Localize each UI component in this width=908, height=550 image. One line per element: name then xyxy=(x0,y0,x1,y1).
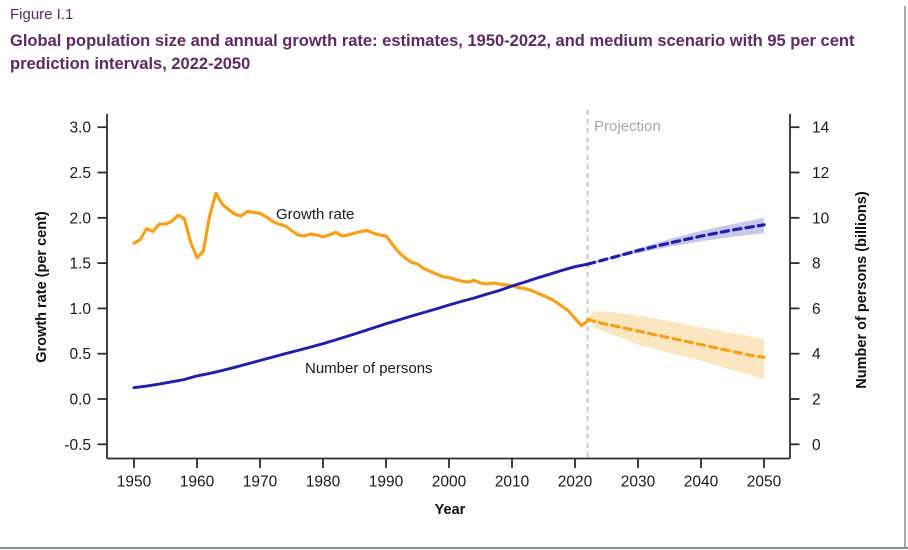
growth-rate-projection-line xyxy=(585,317,766,359)
page-border-right xyxy=(904,6,906,548)
right-axis-tick-label: 8 xyxy=(812,256,821,273)
growth-rate-series-label: Growth rate xyxy=(276,206,354,223)
growth-rate-estimates-line xyxy=(132,191,590,328)
x-axis-tick-label: 2030 xyxy=(621,474,656,491)
x-axis-tick-label: 2000 xyxy=(432,474,467,491)
population-projection-line xyxy=(585,223,766,266)
right-axis-tick-label: 14 xyxy=(812,120,830,137)
x-axis-tick-label: 1960 xyxy=(180,474,215,491)
left-axis-tick-label: 1.0 xyxy=(69,301,91,318)
right-axis-title: Number of persons (billions) xyxy=(854,191,870,389)
figure-title: Global population size and annual growth… xyxy=(10,32,855,73)
x-axis-tick-label: 2050 xyxy=(747,474,782,491)
number-of-persons-series-label: Number of persons xyxy=(305,360,433,377)
figure-number-label: Figure I.1 xyxy=(10,6,74,23)
chart-axes: 3.0 2.5 2.0 1.5 1.0 0.5 0.0 -0.5 14 12 10 8 6 4 2 0 1950… xyxy=(64,114,830,491)
x-axis-tick-label: 2020 xyxy=(558,474,593,491)
left-axis-tick-label: 0.5 xyxy=(69,346,91,363)
page-border-bottom xyxy=(0,547,908,549)
right-axis-tick-label: 2 xyxy=(812,392,821,409)
x-axis-tick-label: 1980 xyxy=(306,474,341,491)
left-axis-tick-label: 2.5 xyxy=(69,165,91,182)
left-axis-tick-label: 0.0 xyxy=(69,392,91,409)
x-axis-tick-label: 2010 xyxy=(495,474,530,491)
growth-rate-interval-band xyxy=(587,311,764,380)
left-axis-tick-label: 2.0 xyxy=(69,210,91,227)
population-estimates-line xyxy=(132,262,590,390)
x-axis-tick-label: 2040 xyxy=(684,474,719,491)
x-axis-tick-label: 1970 xyxy=(243,474,278,491)
x-axis-title: Year xyxy=(435,502,466,518)
right-axis-tick-label: 4 xyxy=(812,346,821,363)
chart-series-lines xyxy=(132,191,766,390)
projection-annotation: Projection xyxy=(594,118,661,135)
x-axis-tick-label: 1950 xyxy=(117,474,152,491)
x-axis-tick-label: 1990 xyxy=(369,474,404,491)
left-axis-tick-label: -0.5 xyxy=(64,437,91,454)
left-axis-tick-label: 1.5 xyxy=(69,256,91,273)
right-axis-tick-label: 10 xyxy=(812,210,830,227)
right-axis-tick-label: 6 xyxy=(812,301,821,318)
right-axis-tick-label: 0 xyxy=(812,437,821,454)
left-axis-title: Growth rate (per cent) xyxy=(34,211,50,363)
left-axis-tick-label: 3.0 xyxy=(69,120,91,137)
right-axis-tick-label: 12 xyxy=(812,165,829,182)
